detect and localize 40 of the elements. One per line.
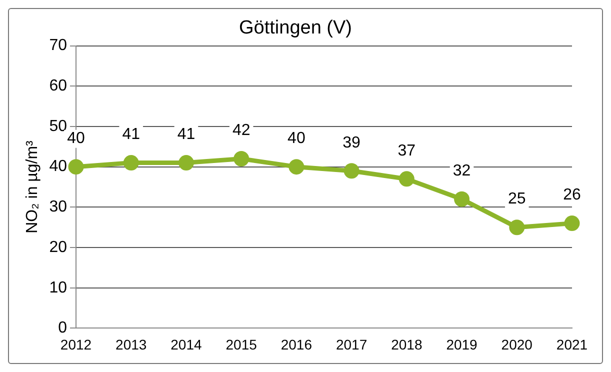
point <box>288 159 304 175</box>
y-tick-label: 30 <box>49 198 68 216</box>
data-label: 25 <box>508 190 526 208</box>
point <box>454 191 470 207</box>
point <box>344 163 360 179</box>
x-tick-label: 2017 <box>336 336 368 352</box>
point <box>234 151 250 167</box>
data-label: 42 <box>232 122 250 140</box>
point <box>509 220 525 236</box>
y-tick-label: 0 <box>58 320 68 337</box>
x-tick-label: 2021 <box>556 336 588 352</box>
y-tick-label: 10 <box>49 279 68 296</box>
y-tick-label: 50 <box>49 118 68 135</box>
x-tick-label: 2018 <box>391 336 422 352</box>
point <box>178 155 194 171</box>
data-label: 26 <box>563 186 581 204</box>
chart-title: Göttingen (V) <box>239 18 352 39</box>
y-axis-title: NO₂ in µg/m³ <box>24 140 42 234</box>
y-tick-label: 40 <box>49 158 68 176</box>
data-label: 32 <box>452 162 471 180</box>
x-tick-label: 2013 <box>116 336 147 352</box>
x-tick-label: 2014 <box>170 336 202 352</box>
data-label: 37 <box>398 142 416 160</box>
data-label: 39 <box>342 134 361 152</box>
data-label: 40 <box>67 130 85 148</box>
data-label: 41 <box>122 126 140 144</box>
x-tick-label: 2020 <box>501 336 533 352</box>
point <box>398 171 414 187</box>
point <box>123 155 139 171</box>
point <box>68 159 84 175</box>
y-tick-label: 70 <box>49 37 68 54</box>
x-tick-label: 2016 <box>280 336 312 352</box>
x-tick-label: 2012 <box>60 336 92 352</box>
data-label: 40 <box>288 130 306 148</box>
x-tick-label: 2015 <box>226 336 258 352</box>
x-tick-label: 2019 <box>446 336 478 352</box>
point <box>564 216 580 232</box>
y-tick-label: 60 <box>49 78 68 95</box>
y-tick-label: 20 <box>49 238 68 256</box>
data-label: 41 <box>177 126 196 144</box>
